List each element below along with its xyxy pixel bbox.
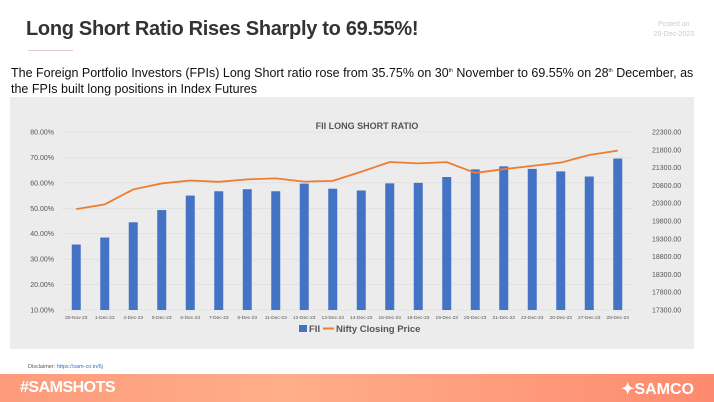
bar-fii	[613, 158, 623, 310]
desc-sup: th	[448, 68, 453, 74]
combo-chart: 10.00% 20.00% 30.00% 40.00% 50.00% 60.00% 70.0…	[30, 121, 681, 335]
disclaimer-link[interactable]: https://sam-co.in/6j	[56, 364, 103, 370]
logo-icon: ✦	[621, 381, 635, 398]
bar-fii	[214, 191, 224, 310]
page-title: Long Short Ratio Rises Sharply to 69.55%…	[26, 18, 419, 40]
x-tick-label: 5-Dec-23	[152, 315, 172, 321]
bar-fii	[128, 222, 138, 310]
x-tick-label: 8-Dec-23	[237, 315, 257, 321]
desc-sup: th	[608, 68, 613, 74]
x-tick-label: 18-Dec-23	[407, 315, 430, 321]
legend-label-fii: FII	[309, 324, 320, 335]
disclaimer: Disclaimer: https://sam-co.in/6j	[28, 364, 103, 370]
posted-label: Posted on	[658, 21, 690, 28]
x-tick-label: 27-Dec-23	[578, 315, 601, 321]
bar-fii	[299, 183, 309, 310]
desc-text: December, as the FPIs built long positio…	[11, 66, 694, 97]
hashtag: #SAMSHOTS	[20, 379, 116, 396]
bar-fii	[157, 210, 167, 310]
bar-fii	[242, 189, 252, 310]
desc-text: The Foreign Portfolio Investors (FPIs) L…	[11, 66, 449, 81]
left-tick-label: 40.00%	[30, 231, 54, 238]
bar-fii	[556, 171, 566, 310]
x-tick-label: 21-Dec-23	[493, 315, 516, 321]
x-tick-label: 7-Dec-23	[209, 315, 229, 321]
x-tick-label: 15-Dec-23	[379, 315, 402, 321]
line-nifty	[76, 149, 618, 211]
right-tick-label: 18300.00	[652, 272, 681, 279]
posted-info: Posted on 28-Dec-2023	[654, 20, 694, 40]
divider	[28, 50, 73, 51]
legend-swatch-fii	[299, 325, 307, 332]
bar-fii	[185, 195, 195, 310]
bar-fii	[470, 169, 480, 310]
description: The Foreign Portfolio Investors (FPIs) L…	[11, 63, 711, 97]
bar-fii	[100, 237, 110, 310]
x-tick-label: 13-Dec-23	[322, 315, 345, 321]
x-tick-label: 1-Dec-23	[95, 315, 115, 321]
right-tick-label: 19800.00	[652, 219, 681, 226]
left-tick-label: 10.00%	[30, 308, 54, 315]
bar-fii	[71, 244, 81, 310]
chart-container: 10.00% 20.00% 30.00% 40.00% 50.00% 60.00% 70.0…	[10, 97, 694, 349]
x-tick-label: 12-Dec-23	[293, 315, 316, 321]
desc-text: November to 69.55% on 28	[452, 66, 609, 81]
right-tick-label: 21800.00	[652, 147, 681, 154]
left-tick-label: 50.00%	[30, 206, 54, 213]
right-tick-label: 18800.00	[652, 254, 681, 261]
bar-fii	[385, 183, 395, 310]
x-tick-label: 19-Dec-23	[436, 315, 459, 321]
bar-fii	[271, 191, 281, 310]
right-tick-label: 20800.00	[652, 183, 681, 190]
bar-fii	[527, 168, 537, 310]
right-tick-label: 22300.00	[652, 130, 681, 137]
x-tick-label: 14-Dec-23	[350, 315, 373, 321]
right-tick-label: 21300.00	[652, 165, 681, 172]
bar-fii	[328, 188, 338, 310]
bar-fii	[356, 190, 366, 310]
bar-fii	[413, 182, 423, 310]
chart-title: FII LONG SHORT RATIO	[316, 121, 419, 131]
x-tick-label: 30-Nov-23	[65, 315, 88, 321]
right-tick-label: 20300.00	[652, 201, 681, 208]
logo-text: SAMCO	[634, 381, 694, 398]
disclaimer-label: Disclaimer:	[28, 364, 57, 370]
x-tick-label: 4-Dec-23	[123, 315, 143, 321]
x-tick-label: 26-Dec-23	[550, 315, 573, 321]
left-tick-label: 70.00%	[30, 155, 54, 162]
x-tick-label: 28-Dec-23	[607, 315, 630, 321]
legend-label-nifty: Nifty Closing Price	[336, 324, 420, 335]
bar-fii	[584, 176, 594, 310]
samco-logo: ✦SAMCO	[621, 379, 694, 399]
bar-fii	[499, 166, 509, 310]
x-tick-label: 20-Dec-23	[464, 315, 487, 321]
left-tick-label: 60.00%	[30, 180, 54, 187]
bar-fii	[442, 177, 452, 310]
posted-date: 28-Dec-2023	[653, 31, 694, 38]
left-tick-label: 80.00%	[30, 130, 54, 137]
x-tick-label: 11-Dec-23	[265, 315, 287, 321]
footer-banner: #SAMSHOTS ✦SAMCO	[0, 374, 714, 402]
right-tick-label: 17300.00	[652, 308, 681, 315]
x-tick-label: 6-Dec-23	[180, 315, 200, 321]
right-tick-label: 19300.00	[652, 236, 681, 243]
x-tick-label: 22-Dec-23	[521, 315, 544, 321]
left-tick-label: 20.00%	[30, 282, 54, 289]
left-tick-label: 30.00%	[30, 257, 54, 264]
right-tick-label: 17800.00	[652, 290, 681, 297]
